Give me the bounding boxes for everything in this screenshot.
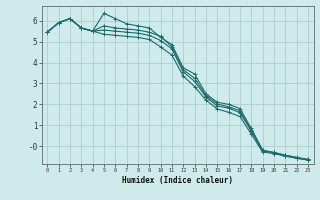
- X-axis label: Humidex (Indice chaleur): Humidex (Indice chaleur): [122, 176, 233, 185]
